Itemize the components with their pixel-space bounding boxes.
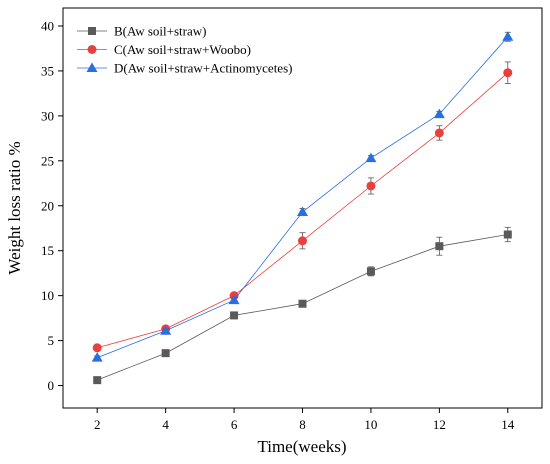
- legend-label: C(Aw soil+straw+Woobo): [114, 42, 251, 57]
- data-point-triangle: [297, 206, 308, 217]
- data-point-square: [435, 242, 444, 251]
- y-tick-label: 40: [41, 18, 54, 33]
- data-point-triangle: [228, 294, 240, 305]
- series-square: [93, 226, 512, 385]
- data-point-square: [161, 349, 170, 358]
- x-tick-label: 8: [299, 417, 306, 432]
- x-axis-title: Time(weeks): [257, 437, 346, 456]
- x-tick-label: 6: [231, 417, 238, 432]
- x-axis: 2 4 6 8 10 12 14: [94, 408, 515, 432]
- y-tick-label: 15: [41, 243, 54, 258]
- series-triangle: [91, 31, 514, 362]
- x-tick-label: 12: [433, 417, 446, 432]
- data-point-triangle: [160, 325, 172, 335]
- data-point-triangle: [86, 62, 98, 72]
- data-point-square: [366, 267, 375, 276]
- data-point-circle: [503, 68, 513, 78]
- data-point-triangle: [365, 152, 377, 163]
- x-tick-label: 14: [501, 417, 515, 432]
- y-tick-label: 20: [41, 198, 54, 213]
- data-point-square: [93, 376, 102, 385]
- y-tick-label: 30: [41, 108, 54, 123]
- data-point-triangle: [91, 352, 103, 362]
- y-tick-label: 10: [41, 288, 54, 303]
- data-point-circle: [434, 128, 444, 138]
- data-point-triangle: [502, 31, 514, 41]
- x-tick-label: 10: [364, 417, 377, 432]
- y-tick-label: 35: [41, 63, 54, 78]
- data-point-circle: [87, 45, 97, 54]
- x-tick-label: 2: [94, 417, 101, 432]
- series-line: [97, 36, 509, 359]
- data-point-triangle: [433, 108, 445, 119]
- y-axis-title: Weight loss ratio %: [5, 141, 24, 274]
- legend-label: D(Aw soil+straw+Actinomycetes): [114, 61, 292, 76]
- legend: B(Aw soil+straw) C(Aw soil+straw+Woobo) D(…: [77, 24, 292, 76]
- data-point-square: [503, 230, 512, 239]
- x-tick-label: 4: [162, 417, 169, 432]
- data-point-circle: [298, 236, 307, 246]
- data-point-square: [88, 27, 96, 35]
- y-axis: 0 5 10 15 20 25 30 35 40: [41, 18, 63, 393]
- data-point-square: [230, 311, 239, 320]
- data-point-circle: [92, 343, 102, 353]
- legend-label: B(Aw soil+straw): [114, 24, 206, 39]
- series-layer: [91, 31, 514, 385]
- data-point-circle: [366, 181, 376, 191]
- y-tick-label: 0: [48, 378, 55, 393]
- data-point-square: [298, 299, 307, 308]
- y-tick-label: 25: [41, 153, 54, 168]
- y-tick-label: 5: [48, 333, 55, 348]
